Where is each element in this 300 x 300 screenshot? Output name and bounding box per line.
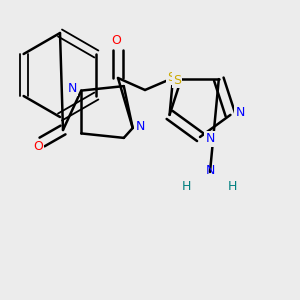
Text: H: H: [181, 181, 191, 194]
Text: H: H: [227, 181, 237, 194]
Text: N: N: [205, 133, 215, 146]
Text: O: O: [111, 34, 121, 46]
Text: N: N: [205, 164, 215, 176]
Text: N: N: [236, 106, 245, 119]
Text: O: O: [33, 140, 43, 154]
Text: S: S: [167, 70, 175, 84]
Text: S: S: [173, 74, 181, 86]
Text: N: N: [136, 119, 146, 133]
Text: N: N: [68, 82, 77, 95]
